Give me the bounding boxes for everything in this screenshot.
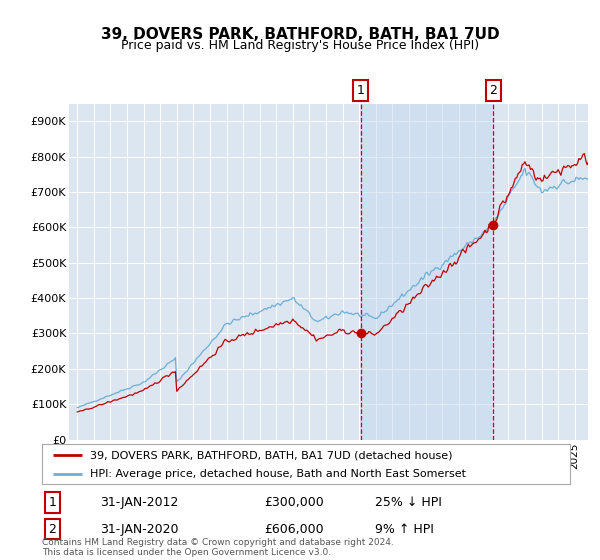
Text: £606,000: £606,000 (264, 522, 323, 535)
Text: 1: 1 (356, 84, 364, 97)
Text: 2: 2 (489, 84, 497, 97)
Text: HPI: Average price, detached house, Bath and North East Somerset: HPI: Average price, detached house, Bath… (89, 469, 466, 479)
Text: 31-JAN-2020: 31-JAN-2020 (100, 522, 179, 535)
Bar (361, 104, 493, 440)
Text: Price paid vs. HM Land Registry's House Price Index (HPI): Price paid vs. HM Land Registry's House … (121, 39, 479, 53)
Text: 9% ↑ HPI: 9% ↑ HPI (374, 522, 434, 535)
Text: 39, DOVERS PARK, BATHFORD, BATH, BA1 7UD (detached house): 39, DOVERS PARK, BATHFORD, BATH, BA1 7UD… (89, 450, 452, 460)
Text: 39, DOVERS PARK, BATHFORD, BATH, BA1 7UD: 39, DOVERS PARK, BATHFORD, BATH, BA1 7UD (101, 27, 499, 42)
Text: Contains HM Land Registry data © Crown copyright and database right 2024.
This d: Contains HM Land Registry data © Crown c… (42, 538, 394, 557)
Text: 2: 2 (49, 522, 56, 535)
Text: £300,000: £300,000 (264, 496, 323, 508)
Text: 31-JAN-2012: 31-JAN-2012 (100, 496, 178, 508)
Text: 25% ↓ HPI: 25% ↓ HPI (374, 496, 442, 508)
Text: 1: 1 (49, 496, 56, 508)
